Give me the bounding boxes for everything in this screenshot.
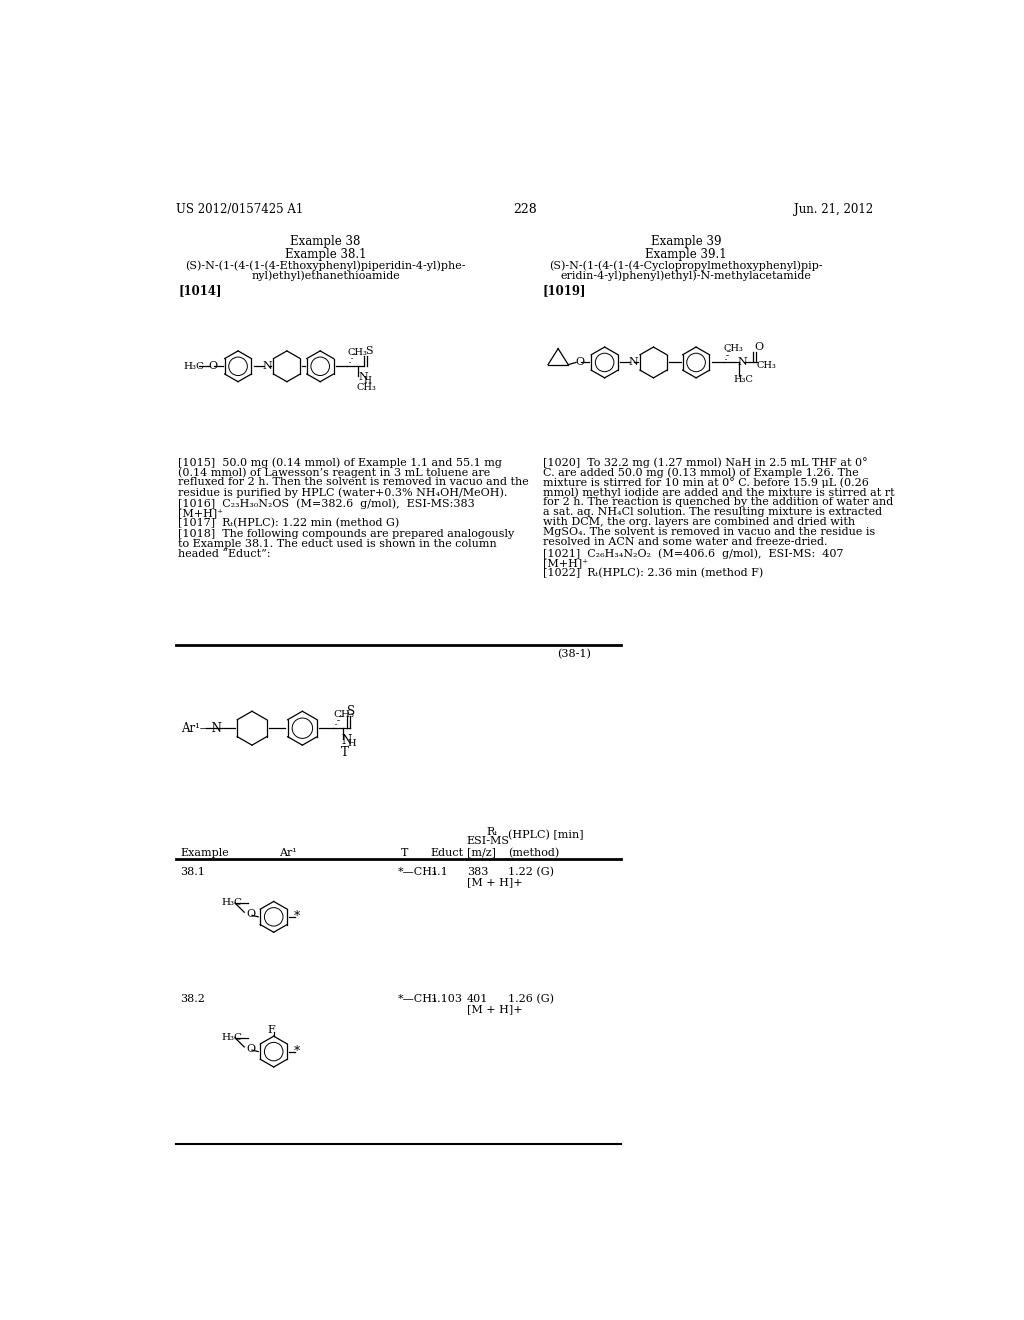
Text: CH₃: CH₃ [334,710,354,719]
Text: O: O [247,908,256,919]
Text: Example 38.1: Example 38.1 [285,248,367,261]
Text: [M + H]+: [M + H]+ [467,1003,522,1014]
Text: [1015]  50.0 mg (0.14 mmol) of Example 1.1 and 55.1 mg: [1015] 50.0 mg (0.14 mmol) of Example 1.… [178,457,502,467]
Text: to Example 38.1. The educt used is shown in the column: to Example 38.1. The educt used is shown… [178,539,497,549]
Text: O: O [575,358,585,367]
Text: N: N [737,358,746,367]
Text: O: O [209,362,218,371]
Text: CH₃: CH₃ [356,383,377,392]
Text: 1.103: 1.103 [430,994,462,1003]
Text: Ar¹—N: Ar¹—N [180,722,221,735]
Text: H₃C: H₃C [221,899,242,907]
Text: *: * [294,911,300,924]
Text: *—CH₃: *—CH₃ [397,994,437,1003]
Text: 401: 401 [467,994,488,1003]
Text: Jun. 21, 2012: Jun. 21, 2012 [795,203,873,216]
Text: Example 39: Example 39 [650,235,721,248]
Text: 228: 228 [513,203,537,216]
Text: [M + H]+: [M + H]+ [467,876,522,887]
Text: 38.1: 38.1 [180,867,205,876]
Text: T: T [400,847,409,858]
Text: [1014]: [1014] [178,284,222,297]
Text: N: N [262,362,271,371]
Text: Ar¹: Ar¹ [280,847,297,858]
Text: (0.14 mmol) of Lawesson’s reagent in 3 mL toluene are: (0.14 mmol) of Lawesson’s reagent in 3 m… [178,467,490,478]
Text: Rₜ: Rₜ [486,826,497,837]
Text: Example: Example [180,847,228,858]
Text: 383: 383 [467,867,488,876]
Text: [1020]  To 32.2 mg (1.27 mmol) NaH in 2.5 mL THF at 0°: [1020] To 32.2 mg (1.27 mmol) NaH in 2.5… [543,457,867,469]
Text: N: N [341,734,351,747]
Text: a sat. aq. NH₄Cl solution. The resulting mixture is extracted: a sat. aq. NH₄Cl solution. The resulting… [543,507,882,517]
Text: with DCM, the org. layers are combined and dried with: with DCM, the org. layers are combined a… [543,517,855,527]
Text: [M+H]⁺: [M+H]⁺ [178,508,223,517]
Text: H₃C: H₃C [221,1034,242,1043]
Text: refluxed for 2 h. Then the solvent is removed in vacuo and the: refluxed for 2 h. Then the solvent is re… [178,478,529,487]
Text: US 2012/0157425 A1: US 2012/0157425 A1 [176,203,303,216]
Text: O: O [755,342,763,352]
Text: CH₃: CH₃ [724,345,743,352]
Text: (S)-N-(1-(4-(1-(4-Cyclopropylmethoxyphenyl)pip-: (S)-N-(1-(4-(1-(4-Cyclopropylmethoxyphen… [549,260,823,271]
Text: (method): (method) [508,847,559,858]
Text: [1016]  C₂₃H₃₀N₂OS  (M=382.6  g/mol),  ESI-MS:383: [1016] C₂₃H₃₀N₂OS (M=382.6 g/mol), ESI-M… [178,498,475,508]
Text: nyl)ethyl)ethanethioamide: nyl)ethyl)ethanethioamide [251,271,400,281]
Text: CH₃: CH₃ [757,362,776,370]
Text: N: N [358,372,368,381]
Text: [m/z]: [m/z] [467,847,496,858]
Text: headed “Educt”:: headed “Educt”: [178,549,271,558]
Text: [M+H]⁺: [M+H]⁺ [543,558,588,568]
Text: 1.26 (G): 1.26 (G) [508,994,554,1005]
Text: for 2 h. The reaction is quenched by the addition of water and: for 2 h. The reaction is quenched by the… [543,498,893,507]
Text: H₃C: H₃C [183,362,205,371]
Text: O: O [247,1044,256,1053]
Text: ESI-MS: ESI-MS [467,836,510,846]
Text: resolved in ACN and some water and freeze-dried.: resolved in ACN and some water and freez… [543,537,827,548]
Text: [1019]: [1019] [543,284,586,297]
Text: Example 39.1: Example 39.1 [645,248,727,261]
Text: [1018]  The following compounds are prepared analogously: [1018] The following compounds are prepa… [178,529,515,539]
Text: [1021]  C₂₆H₃₄N₂O₂  (M=406.6  g/mol),  ESI-MS:  407: [1021] C₂₆H₃₄N₂O₂ (M=406.6 g/mol), ESI-M… [543,548,843,558]
Text: S: S [366,346,373,356]
Text: (S)-N-(1-(4-(1-(4-Ethoxyphenyl)piperidin-4-yl)phe-: (S)-N-(1-(4-(1-(4-Ethoxyphenyl)piperidin… [185,260,466,271]
Text: mixture is stirred for 10 min at 0° C. before 15.9 μL (0.26: mixture is stirred for 10 min at 0° C. b… [543,478,868,488]
Text: H: H [364,376,372,384]
Text: T: T [341,746,349,759]
Text: [1022]  Rₜ(HPLC): 2.36 min (method F): [1022] Rₜ(HPLC): 2.36 min (method F) [543,568,763,578]
Text: 38.2: 38.2 [180,994,205,1003]
Text: residue is purified by HPLC (water+0.3% NH₄OH/MeOH).: residue is purified by HPLC (water+0.3% … [178,487,508,498]
Text: H₃C: H₃C [733,375,753,384]
Text: F: F [267,1026,275,1035]
Text: eridin-4-yl)phenyl)ethyl)-N-methylacetamide: eridin-4-yl)phenyl)ethyl)-N-methylacetam… [560,271,811,281]
Text: (38-1): (38-1) [557,649,591,659]
Text: N: N [629,358,638,367]
Text: H: H [347,739,356,748]
Text: Example 38: Example 38 [291,235,360,248]
Text: mmol) methyl iodide are added and the mixture is stirred at rt: mmol) methyl iodide are added and the mi… [543,487,894,498]
Text: *—CH₃: *—CH₃ [397,867,437,876]
Text: 1.1: 1.1 [430,867,449,876]
Text: (HPLC) [min]: (HPLC) [min] [508,830,584,841]
Text: C. are added 50.0 mg (0.13 mmol) of Example 1.26. The: C. are added 50.0 mg (0.13 mmol) of Exam… [543,467,858,478]
Text: Educt: Educt [430,847,464,858]
Text: CH₃: CH₃ [347,348,368,356]
Text: *: * [294,1045,300,1059]
Text: [1017]  Rₜ(HPLC): 1.22 min (method G): [1017] Rₜ(HPLC): 1.22 min (method G) [178,517,399,528]
Text: S: S [347,705,355,718]
Text: MgSO₄. The solvent is removed in vacuo and the residue is: MgSO₄. The solvent is removed in vacuo a… [543,527,874,537]
Text: 1.22 (G): 1.22 (G) [508,867,554,876]
